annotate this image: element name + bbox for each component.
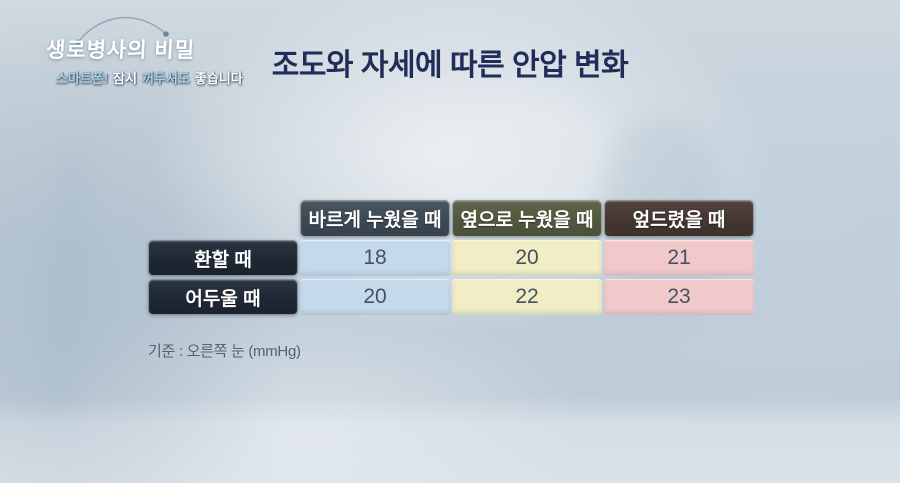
cell-dark-lying-straight: 20 — [300, 279, 450, 315]
logo-arc-decoration — [75, 16, 169, 45]
row-header-bright: 환할 때 — [148, 240, 298, 276]
row-header-dark: 어두울 때 — [148, 279, 298, 315]
cell-bright-face-down: 21 — [604, 240, 754, 276]
column-header-lying-straight: 바르게 누웠을 때 — [300, 200, 450, 237]
column-header-lying-side: 옆으로 누웠을 때 — [452, 200, 602, 237]
pressure-table: 바르게 누웠을 때 옆으로 누웠을 때 엎드렸을 때 환할 때 18 20 21… — [148, 200, 754, 315]
cell-bright-lying-straight: 18 — [300, 240, 450, 276]
cell-dark-face-down: 23 — [604, 279, 754, 315]
table-corner-spacer — [148, 200, 298, 237]
footnote: 기준 : 오른쪽 눈 (mmHg) — [148, 343, 301, 360]
caption-part-kkeodusyeodo: 꺼두셔도 — [142, 71, 190, 86]
caption-part-jamsi: 잠시 — [113, 71, 138, 86]
cell-dark-lying-side: 22 — [452, 279, 602, 315]
episode-caption: 스마트폰! 잠시 꺼두셔도 좋습니다 — [56, 68, 243, 87]
page-title: 조도와 자세에 따른 안압 변화 — [271, 49, 629, 82]
column-header-face-down: 엎드렸을 때 — [604, 200, 754, 237]
caption-part-smartphone: 스마트폰! — [56, 71, 109, 86]
caption-part-johseumnida: 좋습니다 — [194, 71, 243, 86]
show-logo: 생로병사의 비밀 스마트폰! 잠시 꺼두셔도 좋습니다 — [45, 16, 243, 87]
cell-bright-lying-side: 20 — [452, 240, 602, 276]
